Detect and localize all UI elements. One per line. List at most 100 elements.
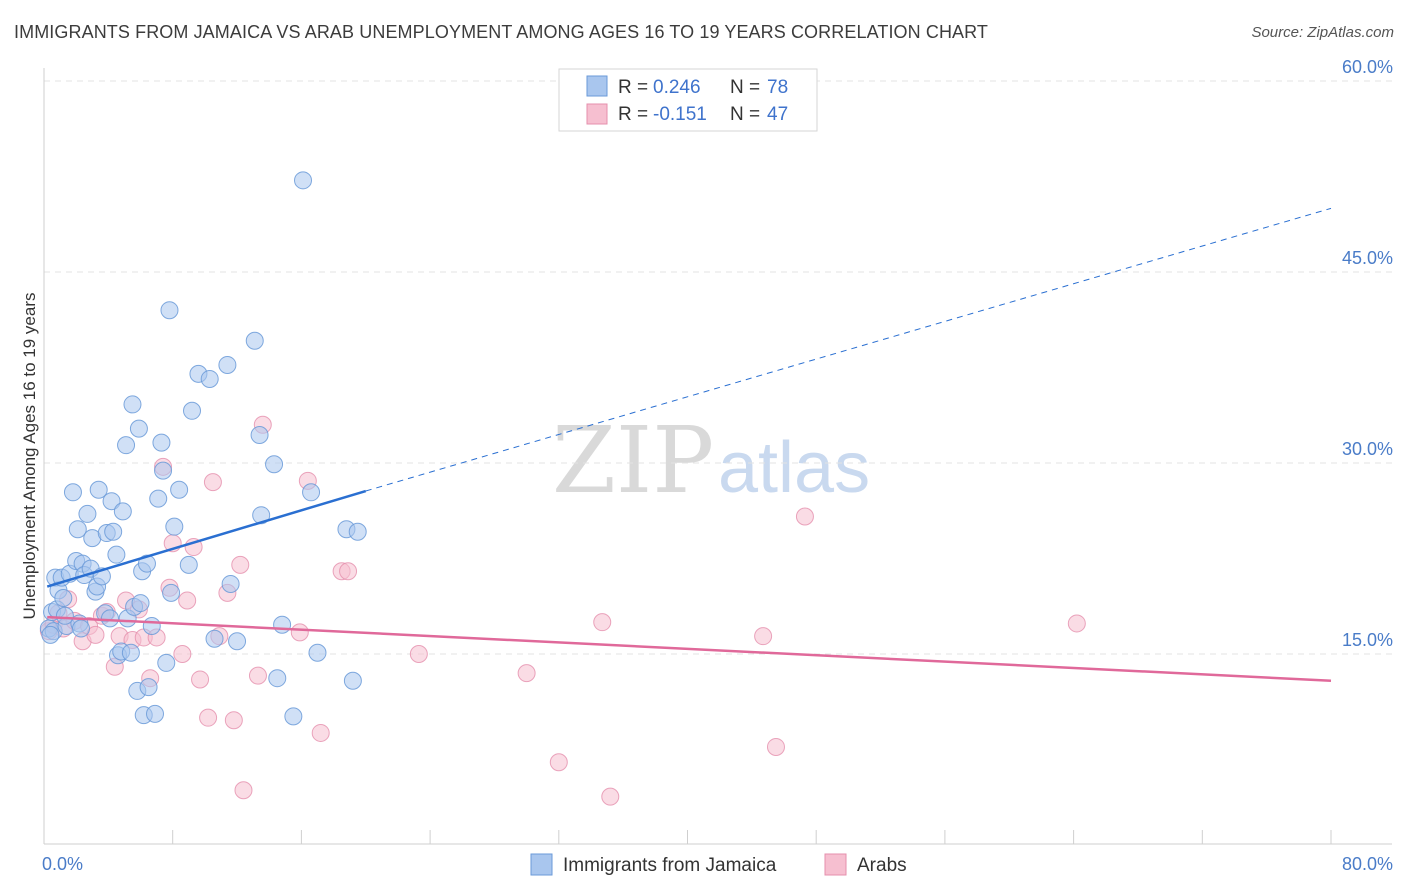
jamaica-point: [107, 545, 126, 564]
x-tick-label: 0.0%: [42, 854, 83, 874]
jamaica-point: [102, 492, 121, 511]
y-tick-label: 15.0%: [1342, 630, 1393, 650]
jamaica-point: [63, 483, 82, 502]
bottom-legend: Immigrants from Jamaica Arabs: [530, 853, 907, 876]
jamaica-point: [245, 331, 264, 350]
jamaica-point: [165, 517, 184, 536]
jamaica-point: [183, 401, 202, 420]
jamaica-point: [137, 554, 156, 573]
arabs-point: [339, 562, 358, 581]
jamaica-point: [149, 489, 168, 508]
jamaica-point: [121, 643, 140, 662]
y-tick-label: 30.0%: [1342, 439, 1393, 459]
arabs-point: [517, 664, 536, 683]
legend-box: R = 0.246 N = 78 R = -0.151 N = 47: [558, 68, 818, 132]
legend-n-value-1: 78: [767, 77, 788, 98]
jamaica-point: [170, 480, 189, 499]
arabs-point: [290, 623, 309, 642]
arabs-point: [203, 473, 222, 492]
jamaica-point: [284, 707, 303, 726]
jamaica-point: [268, 669, 287, 688]
jamaica-point: [113, 502, 132, 521]
arabs-point: [1067, 614, 1086, 633]
arabs-point: [409, 645, 428, 663]
jamaica-trend-line: [46, 489, 367, 588]
jamaica-point: [160, 301, 179, 320]
jamaica-point: [129, 419, 148, 438]
jamaica-point: [221, 574, 240, 593]
jamaica-point: [41, 625, 60, 644]
jamaica-point: [117, 436, 136, 455]
jamaica-point: [273, 615, 292, 634]
legend-r-label-1: R =: [618, 77, 648, 98]
x-tick-label: 80.0%: [1342, 854, 1393, 874]
jamaica-point: [265, 455, 284, 474]
jamaica-point: [252, 506, 271, 525]
jamaica-point: [78, 504, 97, 523]
legend-r-value-2: -0.151: [653, 104, 707, 125]
legend-n-label-2: N =: [730, 104, 760, 125]
bottom-legend-label-arabs: Arabs: [857, 855, 907, 876]
legend-r-label-2: R =: [618, 104, 648, 125]
arabs-point: [601, 787, 620, 806]
jamaica-point: [54, 588, 73, 607]
jamaica-point: [55, 606, 74, 625]
legend-n-label-1: N =: [730, 77, 760, 98]
jamaica-point: [228, 632, 247, 651]
jamaica-point: [250, 425, 269, 444]
jamaica-point: [68, 520, 87, 539]
jamaica-point: [104, 522, 123, 541]
watermark-atlas: atlas: [718, 428, 870, 508]
legend-swatch-arabs: [586, 103, 608, 125]
jamaica-point: [343, 671, 362, 690]
trend-lines: [46, 207, 1332, 682]
jamaica-point: [146, 704, 165, 723]
arabs-point: [231, 555, 250, 574]
source-label: Source: ZipAtlas.com: [1251, 24, 1394, 41]
arabs-point: [754, 627, 773, 646]
arabs-point: [199, 708, 218, 727]
arabs-point: [795, 507, 814, 526]
jamaica-point: [294, 171, 313, 190]
bottom-legend-swatch-arabs: [824, 853, 847, 876]
jamaica-point: [200, 369, 219, 388]
jamaica-point: [72, 619, 91, 638]
bottom-legend-swatch-jamaica: [530, 853, 553, 876]
tick-labels: 15.0% 30.0% 45.0% 60.0% 0.0% 80.0%: [42, 57, 1393, 874]
legend-n-value-2: 47: [767, 104, 788, 125]
jamaica-point: [162, 583, 181, 602]
arabs-point: [224, 711, 243, 730]
jamaica-point: [205, 629, 224, 648]
jamaica-point: [218, 355, 237, 374]
arabs-point: [593, 613, 612, 632]
bottom-legend-label-jamaica: Immigrants from Jamaica: [563, 855, 777, 876]
arabs-point: [549, 753, 568, 772]
jamaica-point: [308, 643, 327, 662]
jamaica-point: [302, 483, 321, 502]
arabs-point: [173, 645, 192, 663]
legend-swatch-jamaica: [586, 75, 608, 97]
axes: [43, 68, 1392, 845]
jamaica-trend-extension: [365, 207, 1332, 492]
jamaica-point: [123, 395, 142, 414]
jamaica-point: [131, 594, 150, 613]
jamaica-point: [154, 461, 173, 480]
y-axis-title: Unemployment Among Ages 16 to 19 years: [20, 293, 39, 620]
jamaica-point: [348, 522, 367, 541]
arabs-point: [191, 670, 210, 689]
watermark-zip: ZIP: [552, 407, 714, 514]
jamaica-point: [179, 555, 198, 574]
jamaica-point: [157, 653, 176, 672]
y-tick-label: 45.0%: [1342, 248, 1393, 268]
jamaica-point: [152, 433, 171, 452]
arabs-trend-line: [47, 615, 1332, 682]
chart-title: IMMIGRANTS FROM JAMAICA VS ARAB UNEMPLOY…: [14, 22, 989, 42]
arabs-point: [178, 591, 197, 610]
arabs-point: [248, 666, 267, 685]
y-tick-label: 60.0%: [1342, 57, 1393, 77]
jamaica-point: [139, 678, 158, 697]
arabs-point: [766, 737, 785, 756]
legend-r-value-1: 0.246: [653, 77, 701, 98]
arabs-point: [234, 781, 253, 800]
